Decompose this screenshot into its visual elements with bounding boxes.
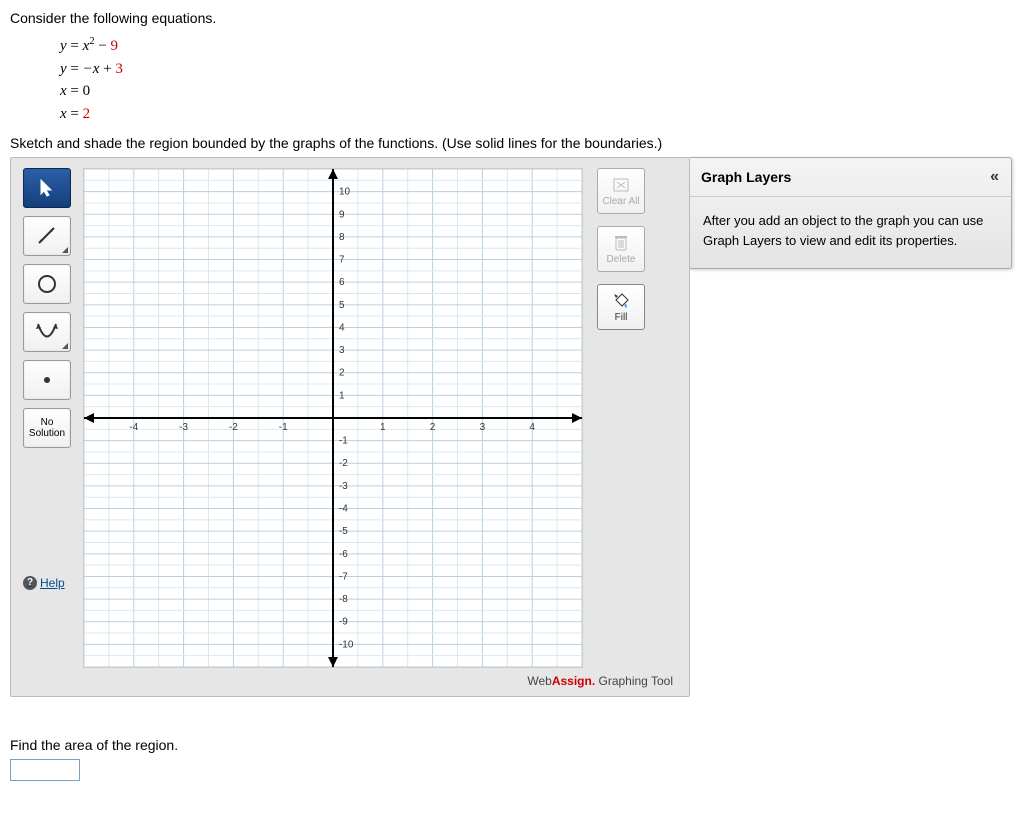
svg-text:-1: -1: [279, 422, 288, 433]
svg-text:4: 4: [529, 422, 535, 433]
delete-label: Delete: [607, 254, 636, 265]
equation-3: x = 0: [60, 80, 1014, 103]
pointer-icon: [39, 179, 55, 197]
grid-svg: -4 -3 -2 -1 1 2 3 4 -10 -9 -8 -7 -6 -5 -4 -3 -2 -1 1 2 3 4 5 6 7…: [84, 169, 582, 667]
graph-layers-panel: Graph Layers « After you add an object t…: [688, 157, 1012, 269]
line-tool-button[interactable]: [23, 216, 71, 256]
svg-text:-8: -8: [339, 594, 348, 605]
point-icon: [41, 374, 53, 386]
layers-body-text: After you add an object to the graph you…: [689, 197, 1011, 268]
no-solution-label-2: Solution: [29, 428, 65, 439]
svg-text:1: 1: [339, 390, 345, 401]
fill-label: Fill: [615, 312, 628, 323]
svg-text:-2: -2: [229, 422, 238, 433]
svg-text:2: 2: [339, 368, 345, 379]
svg-text:8: 8: [339, 232, 345, 243]
problem-intro: Consider the following equations.: [10, 10, 1014, 26]
svg-text:3: 3: [339, 345, 345, 356]
svg-text:6: 6: [339, 277, 345, 288]
svg-text:-9: -9: [339, 617, 348, 628]
svg-text:-10: -10: [339, 639, 354, 650]
help-icon: ?: [23, 576, 37, 590]
fill-button[interactable]: Fill: [597, 284, 645, 330]
svg-text:-5: -5: [339, 526, 348, 537]
svg-text:4: 4: [339, 322, 345, 333]
clear-all-icon: [611, 176, 631, 194]
svg-text:5: 5: [339, 300, 345, 311]
no-solution-label-1: No: [41, 417, 54, 428]
equations-block: y = x2 − 9 y = −x + 3 x = 0 x = 2: [60, 34, 1014, 125]
equation-2: y = −x + 3: [60, 58, 1014, 81]
svg-text:-6: -6: [339, 549, 348, 560]
help-link[interactable]: ? Help: [23, 576, 71, 590]
svg-text:-4: -4: [339, 504, 348, 515]
equation-1: y = x2 − 9: [60, 34, 1014, 58]
line-icon: [36, 225, 58, 247]
trash-icon: [611, 234, 631, 252]
equation-4: x = 2: [60, 103, 1014, 126]
final-question-text: Find the area of the region.: [10, 737, 1014, 753]
layers-title: Graph Layers: [701, 169, 791, 185]
graph-canvas[interactable]: -4 -3 -2 -1 1 2 3 4 -10 -9 -8 -7 -6 -5 -4 -3 -2 -1 1 2 3 4 5 6 7…: [83, 168, 583, 668]
svg-text:10: 10: [339, 187, 351, 198]
no-solution-button[interactable]: No Solution: [23, 408, 71, 448]
answer-input[interactable]: [10, 759, 80, 781]
clear-all-label: Clear All: [602, 196, 639, 207]
parabola-tool-button[interactable]: [23, 312, 71, 352]
branding: WebAssign. Graphing Tool: [23, 674, 677, 688]
pointer-tool-button[interactable]: [23, 168, 71, 208]
svg-text:-3: -3: [339, 481, 348, 492]
instruction-text: Sketch and shade the region bounded by t…: [10, 135, 1014, 151]
graphing-tool: No Solution ? Help -4 -3 -2 -1 1 2 3 4 -10 -9 -8 -7…: [10, 157, 690, 697]
svg-text:-7: -7: [339, 571, 348, 582]
svg-text:-3: -3: [179, 422, 188, 433]
svg-text:7: 7: [339, 255, 345, 266]
circle-tool-button[interactable]: [23, 264, 71, 304]
collapse-icon[interactable]: «: [990, 168, 999, 186]
svg-text:9: 9: [339, 209, 345, 220]
svg-text:3: 3: [480, 422, 486, 433]
circle-icon: [36, 273, 58, 295]
layers-header: Graph Layers «: [689, 158, 1011, 197]
parabola-icon: [35, 321, 59, 343]
side-buttons: Clear All Delete Fill: [597, 168, 645, 330]
fill-icon: [611, 292, 631, 310]
svg-text:-2: -2: [339, 458, 348, 469]
point-tool-button[interactable]: [23, 360, 71, 400]
svg-text:1: 1: [380, 422, 386, 433]
tool-palette: No Solution ? Help: [23, 168, 71, 590]
svg-text:-4: -4: [129, 422, 138, 433]
svg-text:-1: -1: [339, 436, 348, 447]
delete-button[interactable]: Delete: [597, 226, 645, 272]
svg-text:2: 2: [430, 422, 436, 433]
clear-all-button[interactable]: Clear All: [597, 168, 645, 214]
final-question: Find the area of the region.: [10, 737, 1014, 781]
help-label: Help: [40, 576, 65, 590]
